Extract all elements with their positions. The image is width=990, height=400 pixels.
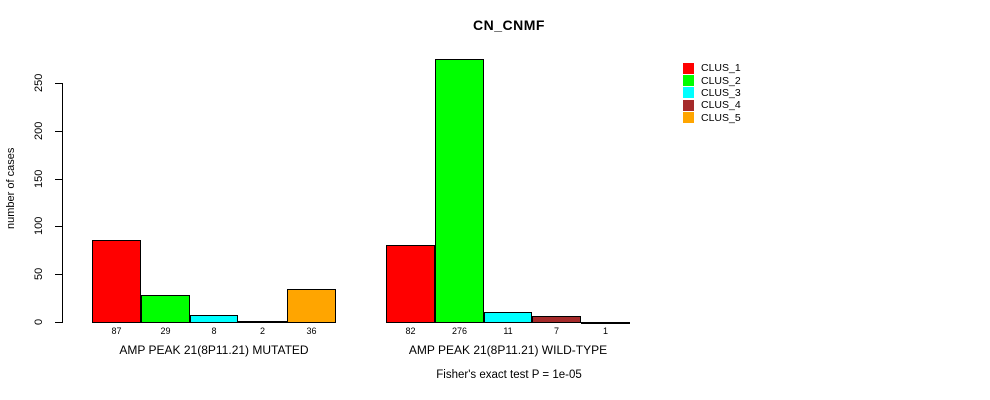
bar-value-label: 276 bbox=[451, 326, 468, 336]
y-axis-label: number of cases bbox=[5, 147, 17, 229]
legend-swatch bbox=[683, 112, 694, 124]
bar-value-label: 2 bbox=[259, 326, 265, 336]
legend-item: CLUS_4 bbox=[683, 99, 741, 111]
legend-label: CLUS_5 bbox=[701, 111, 741, 124]
y-tick-label: 250 bbox=[33, 73, 45, 92]
legend-swatch bbox=[683, 99, 694, 111]
y-tick bbox=[55, 83, 62, 84]
legend-swatch bbox=[683, 87, 694, 99]
footer-annotation: Fisher's exact test P = 1e-05 bbox=[436, 369, 582, 381]
bar bbox=[190, 315, 238, 323]
bar-value-label: 87 bbox=[111, 326, 122, 336]
bar-value-label: 29 bbox=[160, 326, 171, 336]
y-tick bbox=[55, 322, 62, 323]
y-tick-label: 0 bbox=[33, 318, 45, 325]
bar-value-label: 7 bbox=[553, 326, 559, 336]
bar-value-label: 36 bbox=[306, 326, 317, 336]
legend-item: CLUS_3 bbox=[683, 87, 741, 99]
legend-swatch bbox=[683, 62, 694, 74]
legend-label: CLUS_2 bbox=[701, 74, 741, 87]
bar bbox=[287, 289, 336, 323]
y-tick-label: 100 bbox=[33, 217, 45, 236]
bar bbox=[532, 316, 581, 323]
bar bbox=[92, 240, 141, 323]
y-tick bbox=[55, 130, 62, 132]
y-tick bbox=[55, 226, 62, 228]
legend-label: CLUS_1 bbox=[701, 62, 741, 75]
legend-label: CLUS_4 bbox=[701, 99, 741, 112]
bar bbox=[581, 322, 630, 324]
legend-item: CLUS_2 bbox=[683, 74, 741, 87]
group-label: AMP PEAK 21(8P11.21) MUTATED bbox=[119, 343, 309, 357]
chart-title: CN_CNMF bbox=[473, 17, 545, 33]
legend: CLUS_1 CLUS_2 CLUS_3 CLUS_4 CLUS_5 bbox=[683, 62, 741, 124]
legend-label: CLUS_3 bbox=[701, 86, 741, 99]
y-tick bbox=[55, 274, 62, 276]
bar-value-label: 8 bbox=[211, 326, 217, 336]
y-axis-line bbox=[62, 83, 63, 323]
y-tick-label: 200 bbox=[33, 121, 45, 140]
bar-value-label: 11 bbox=[503, 326, 513, 336]
bar-value-label: 1 bbox=[602, 326, 608, 336]
bar bbox=[484, 312, 532, 323]
bar bbox=[386, 245, 435, 323]
bar bbox=[435, 59, 484, 323]
bar-value-label: 82 bbox=[405, 326, 416, 336]
group-label: AMP PEAK 21(8P11.21) WILD-TYPE bbox=[408, 343, 608, 357]
y-tick-label: 150 bbox=[33, 169, 45, 188]
y-tick bbox=[55, 178, 62, 180]
bar bbox=[238, 321, 287, 323]
y-tick-label: 50 bbox=[33, 267, 45, 281]
bar bbox=[141, 295, 190, 323]
legend-item: CLUS_5 bbox=[683, 112, 741, 124]
legend-item: CLUS_1 bbox=[683, 62, 741, 74]
legend-swatch bbox=[683, 75, 694, 87]
